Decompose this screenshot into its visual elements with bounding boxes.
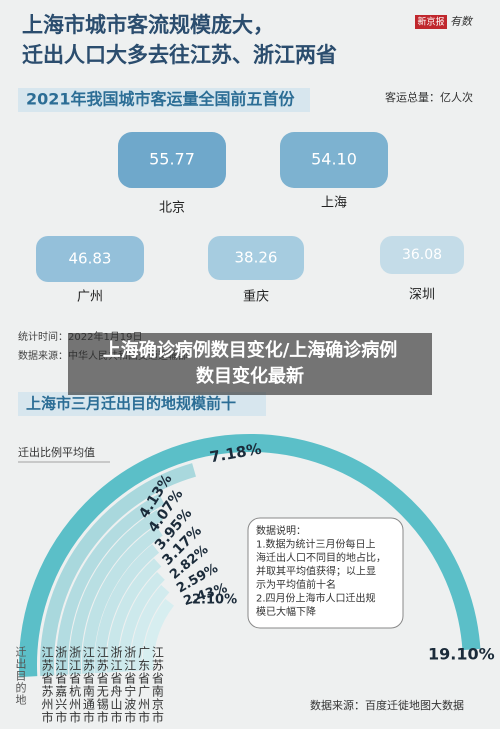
- arc: [19, 434, 481, 678]
- arc: [82, 525, 163, 674]
- arc: [130, 585, 170, 672]
- note-line: 示为平均值前十名: [256, 578, 336, 591]
- note-line: 数据说明：: [256, 524, 306, 537]
- overlay-line: 数目变化最新: [196, 366, 304, 387]
- logo-box: [415, 15, 447, 29]
- avg-label: 迁出比例平均值: [18, 445, 95, 459]
- city-value: 54.10: [311, 150, 357, 169]
- section-title-bg: [18, 88, 310, 112]
- source: 数据来源：百度迁徙地图大数据: [310, 698, 464, 712]
- arc: [69, 509, 163, 675]
- arc: [142, 598, 175, 671]
- notes: 数据说明：1.数据为统计三月份每日上海迁出人口不同目的地占比，并取其平均值获得；…: [256, 524, 386, 618]
- city-box: [380, 236, 464, 274]
- note-box: [247, 517, 404, 629]
- note-line: 海迁出人口不同目的地占比，: [256, 551, 386, 564]
- city-value: 36.08: [402, 247, 442, 263]
- destination: 浙江省杭州市: [67, 646, 82, 724]
- city-value: 38.26: [235, 249, 278, 267]
- logo: 新京报: [417, 16, 444, 28]
- percent-label: 2.10%: [192, 593, 237, 608]
- logo-sub: 有数: [450, 15, 474, 28]
- section-title: 2021年我国城市客运量全国前五首份: [26, 90, 296, 109]
- city-name: 北京: [159, 201, 185, 216]
- overlay-title: 上海确诊病例数目变化/上海确诊病例 数目变化最新: [68, 333, 432, 395]
- destination: 浙江省嘉兴市: [53, 646, 68, 724]
- destination: 浙江省宁波市: [122, 646, 137, 724]
- destination: 浙江省舟山市: [109, 646, 123, 724]
- city-box: [118, 132, 226, 188]
- radial-bars: 19.10%7.18%4.13%4.07%3.95%3.17%2.82%2.59…: [19, 434, 495, 678]
- overlay-line: 上海确诊病例数目变化/上海确诊病例: [102, 340, 398, 361]
- city-value: 46.83: [69, 250, 112, 268]
- city-value: 55.77: [149, 150, 195, 169]
- city-name: 上海: [321, 196, 347, 211]
- arc: [40, 463, 196, 676]
- section-title-bg: [18, 392, 266, 416]
- city-name: 重庆: [243, 289, 269, 305]
- note-line: 模已大幅下降: [256, 605, 316, 618]
- arc: [56, 493, 165, 676]
- city-box: [36, 236, 144, 282]
- arc: [94, 544, 160, 674]
- arc: [118, 572, 165, 672]
- title-line: 上海市城市客流规模庞大，: [22, 13, 274, 37]
- unit: 客运总量：亿人次: [385, 90, 473, 104]
- destination: 广东省广州市: [136, 646, 151, 724]
- city-name: 深圳: [409, 288, 435, 303]
- destination: 江苏省无锡市: [95, 646, 110, 724]
- destination: 江苏省南通市: [81, 646, 96, 724]
- note-line: 2.四月份上海市人口迁出规: [256, 592, 376, 605]
- title-line: 迁出人口大多去往江苏、浙江两省: [22, 43, 337, 67]
- dest-label: 迁出目的地: [14, 646, 27, 706]
- destination: 江苏省苏州市: [40, 646, 54, 724]
- city-name: 广州: [77, 290, 103, 305]
- city-box: [208, 236, 304, 280]
- note-line: 并取其平均值获得；以上显: [256, 565, 376, 578]
- arc: [106, 558, 162, 673]
- percent-label: 19.10%: [428, 645, 495, 664]
- city-box: [280, 132, 388, 188]
- destination: 江苏省南京市: [150, 646, 165, 724]
- section-title: 上海市三月迁出目的地规模前十: [26, 395, 236, 413]
- note-line: 1.数据为统计三月份每日上: [256, 538, 376, 551]
